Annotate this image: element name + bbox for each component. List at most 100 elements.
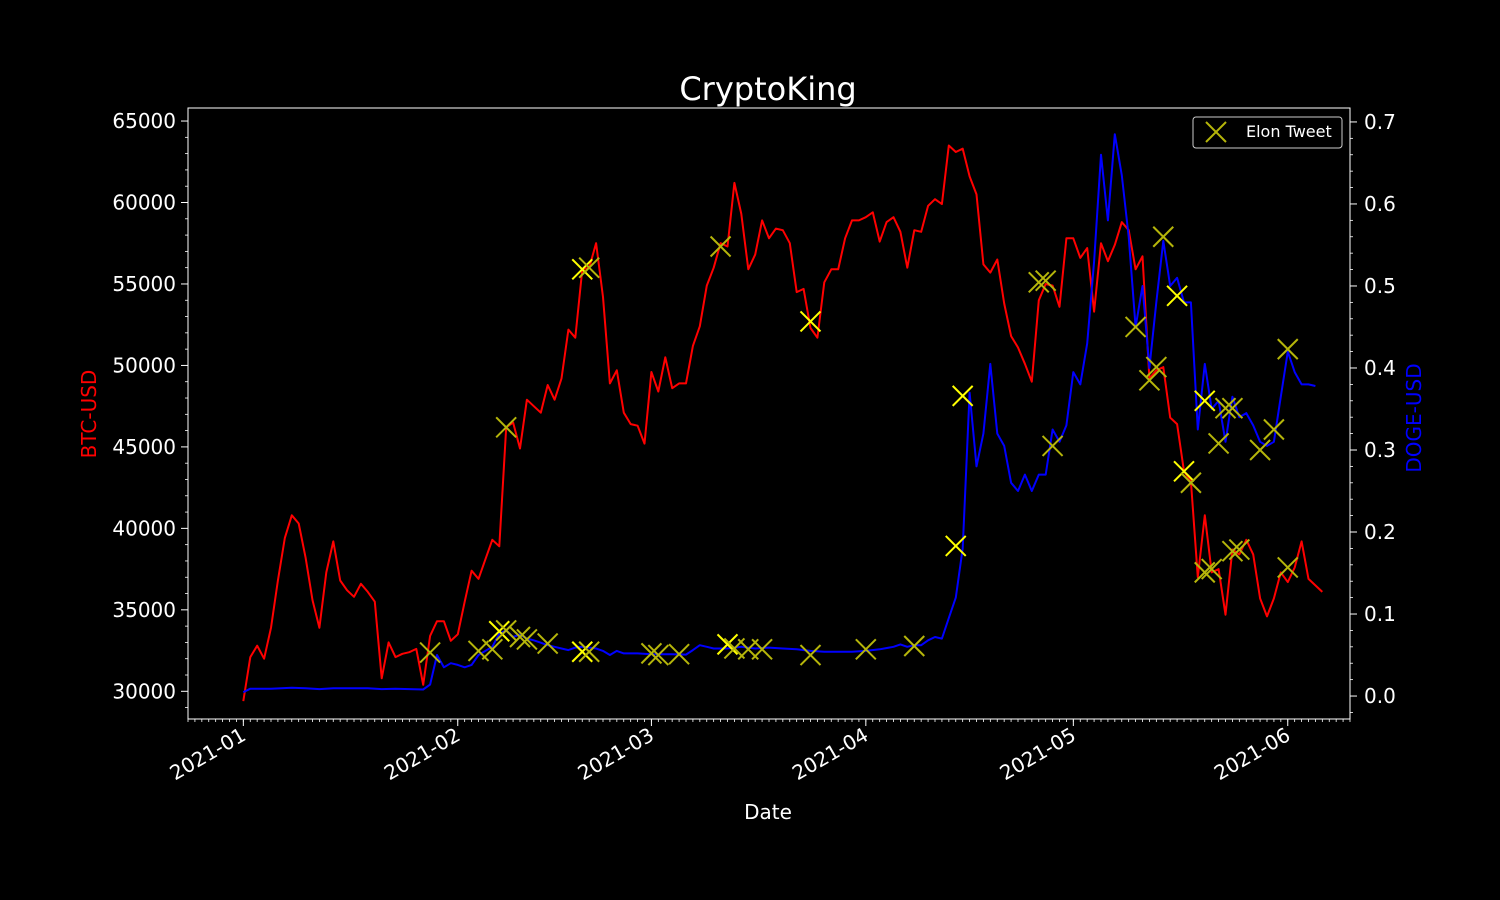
tweet-marker [1221, 397, 1244, 419]
tweet-marker-stroke [419, 641, 441, 664]
y-right-tick-label: 0.4 [1364, 356, 1396, 380]
tweet-marker [945, 535, 967, 557]
tweet-marker-stroke [488, 620, 510, 642]
tweet-marker-stroke [1221, 540, 1244, 562]
tweet-marker [488, 620, 510, 642]
legend-marker-icon [1205, 121, 1227, 143]
tweet-marker-stroke [495, 619, 517, 642]
y-left-tick-label: 40000 [112, 516, 176, 540]
y-right-tick-label: 0.3 [1364, 438, 1396, 462]
tweet-marker [1173, 460, 1195, 483]
tweet-marker [1221, 540, 1244, 562]
tweet-marker-stroke [1124, 316, 1147, 338]
tweet-marker-stroke [1214, 397, 1237, 419]
legend-label: Elon Tweet [1246, 122, 1332, 141]
y-left-tick-label: 60000 [112, 191, 176, 215]
tweet-marker-layer [419, 226, 1299, 666]
y-right-axis-label: DOGE-USD [1402, 363, 1426, 472]
tweet-marker [1041, 435, 1064, 457]
tweet-marker-stroke [1228, 538, 1251, 561]
doge-series-line [242, 133, 1316, 694]
tweet-marker-stroke [481, 638, 504, 660]
tweet-marker [1207, 432, 1230, 455]
tweet-marker [1028, 271, 1050, 294]
tweet-marker-stroke [1194, 561, 1216, 584]
tweet-marker [1194, 561, 1216, 584]
tweet-marker [1214, 397, 1237, 419]
tweet-marker [668, 643, 690, 665]
tweet-marker-stroke [799, 644, 822, 666]
tweet-marker [1277, 556, 1299, 579]
y-left-tick-label: 55000 [112, 272, 176, 296]
tweet-marker [419, 641, 441, 664]
tweet-marker [1145, 356, 1168, 378]
tweet-marker [536, 632, 559, 655]
tweet-marker-stroke [647, 644, 670, 666]
tweet-marker [951, 385, 974, 407]
x-axis-label: Date [744, 800, 792, 824]
y-left-tick-label: 65000 [112, 109, 176, 133]
tweet-marker [516, 628, 538, 651]
tweet-marker [1152, 226, 1174, 248]
tweet-marker-stroke [495, 416, 517, 439]
tweet-marker-stroke [571, 641, 593, 663]
tweet-marker [799, 310, 822, 333]
tweet-marker-stroke [709, 235, 732, 258]
legend-tweet-marker [1205, 121, 1227, 143]
tweet-marker [799, 644, 822, 666]
y-left-axis-label: BTC-USD [77, 370, 101, 459]
tweet-marker-stroke [578, 641, 600, 663]
y-left-tick-label: 35000 [112, 598, 176, 622]
y-left-tick-label: 50000 [112, 353, 176, 377]
tweet-marker-stroke [1249, 439, 1271, 461]
tweet-marker-stroke [1221, 397, 1244, 419]
tweet-marker-stroke [467, 640, 490, 662]
tweet-marker [495, 619, 517, 642]
y-right-tick-label: 0.6 [1364, 192, 1396, 216]
tweet-marker-stroke [509, 626, 531, 648]
tweet-marker [647, 644, 670, 666]
tweet-marker [716, 633, 739, 656]
tweet-marker-stroke [716, 633, 739, 656]
tweet-marker [1034, 270, 1057, 292]
tweet-marker [578, 256, 600, 279]
y-left-tick-label: 45000 [112, 435, 176, 459]
chart-title: CryptoKing [679, 70, 856, 108]
tweet-marker [1263, 418, 1285, 441]
tweet-marker-stroke [1028, 271, 1050, 294]
tweet-marker-stroke [668, 643, 690, 665]
tweet-marker [903, 635, 925, 657]
tweet-marker [481, 638, 504, 660]
tweet-marker-stroke [1145, 356, 1168, 378]
tweet-marker-stroke [751, 638, 773, 660]
tweet-marker-stroke [1200, 558, 1223, 580]
tweet-marker [1138, 369, 1161, 391]
tweet-marker-stroke [1034, 270, 1057, 292]
tweet-marker-stroke [799, 310, 822, 333]
tweet-marker [1200, 558, 1223, 580]
tweet-marker-stroke [536, 632, 559, 655]
tweet-marker [1249, 439, 1271, 461]
tweet-marker-stroke [640, 642, 663, 665]
tweet-marker [640, 642, 663, 665]
tweet-marker-stroke [1205, 121, 1227, 143]
tweet-marker [578, 641, 600, 663]
tweet-marker-stroke [1041, 435, 1064, 457]
tweet-marker-stroke [1173, 460, 1195, 483]
tweet-marker [495, 416, 517, 439]
tweet-marker-stroke [1277, 556, 1299, 579]
tweet-marker [1228, 538, 1251, 561]
tweet-marker-stroke [1194, 390, 1216, 412]
series-layer [242, 133, 1323, 702]
tweet-marker-stroke [855, 638, 877, 660]
tweet-marker [855, 638, 877, 660]
y-right-tick-label: 0.0 [1364, 684, 1396, 708]
tweet-marker-stroke [516, 628, 538, 651]
tweet-marker-stroke [1277, 338, 1299, 360]
y-right-tick-label: 0.2 [1364, 520, 1396, 544]
tweet-marker-stroke [903, 635, 925, 657]
y-right-tick-label: 0.7 [1364, 110, 1396, 134]
tweet-marker [1124, 316, 1147, 338]
tweet-marker-stroke [951, 385, 974, 407]
